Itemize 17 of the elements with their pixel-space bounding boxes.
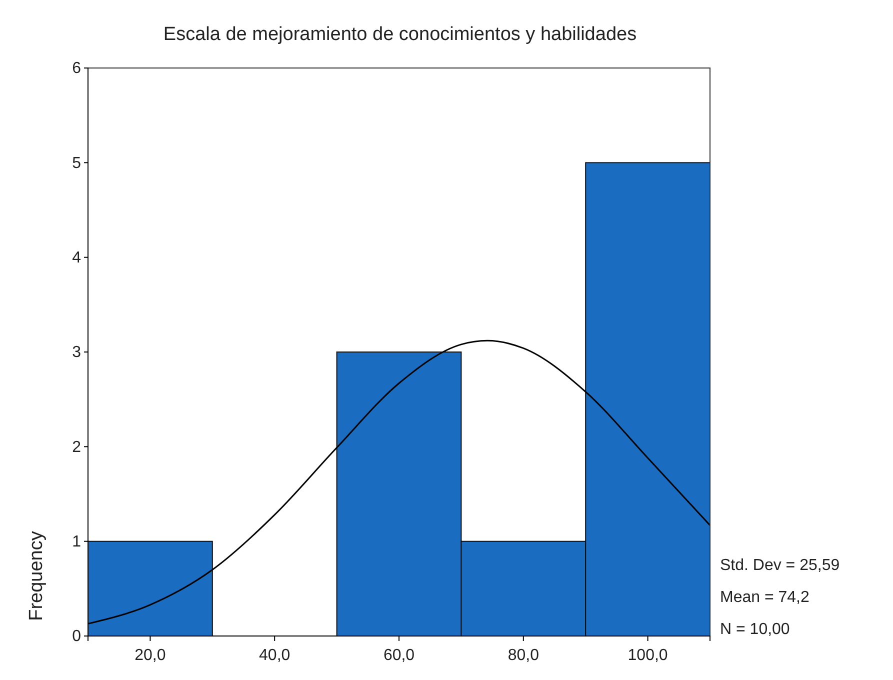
y-tick-label: 6 (72, 60, 82, 78)
x-tick-label: 60,0 (383, 647, 415, 664)
chart-title: Escala de mejoramiento de conocimientos y habilidades (163, 24, 637, 45)
y-tick-label: 4 (72, 249, 82, 266)
text: Mean = 74,2 (720, 589, 810, 606)
y-tick-label: 5 (72, 154, 82, 172)
text: N = 10,00 (720, 621, 790, 638)
y-axis-title: Frequency (26, 530, 47, 621)
y-tick-label: 1 (72, 533, 82, 550)
text: Std. Dev = 25,59 (720, 557, 840, 574)
x-tick-label: 20,0 (134, 647, 166, 664)
y-tick-label: 3 (72, 344, 82, 362)
y-tick-label: 0 (72, 628, 82, 646)
x-tick-label: 40,0 (259, 647, 290, 664)
x-tick-label: 80,0 (508, 647, 540, 664)
x-tick-label: 100,0 (628, 647, 668, 664)
y-tick-label: 2 (72, 438, 82, 456)
